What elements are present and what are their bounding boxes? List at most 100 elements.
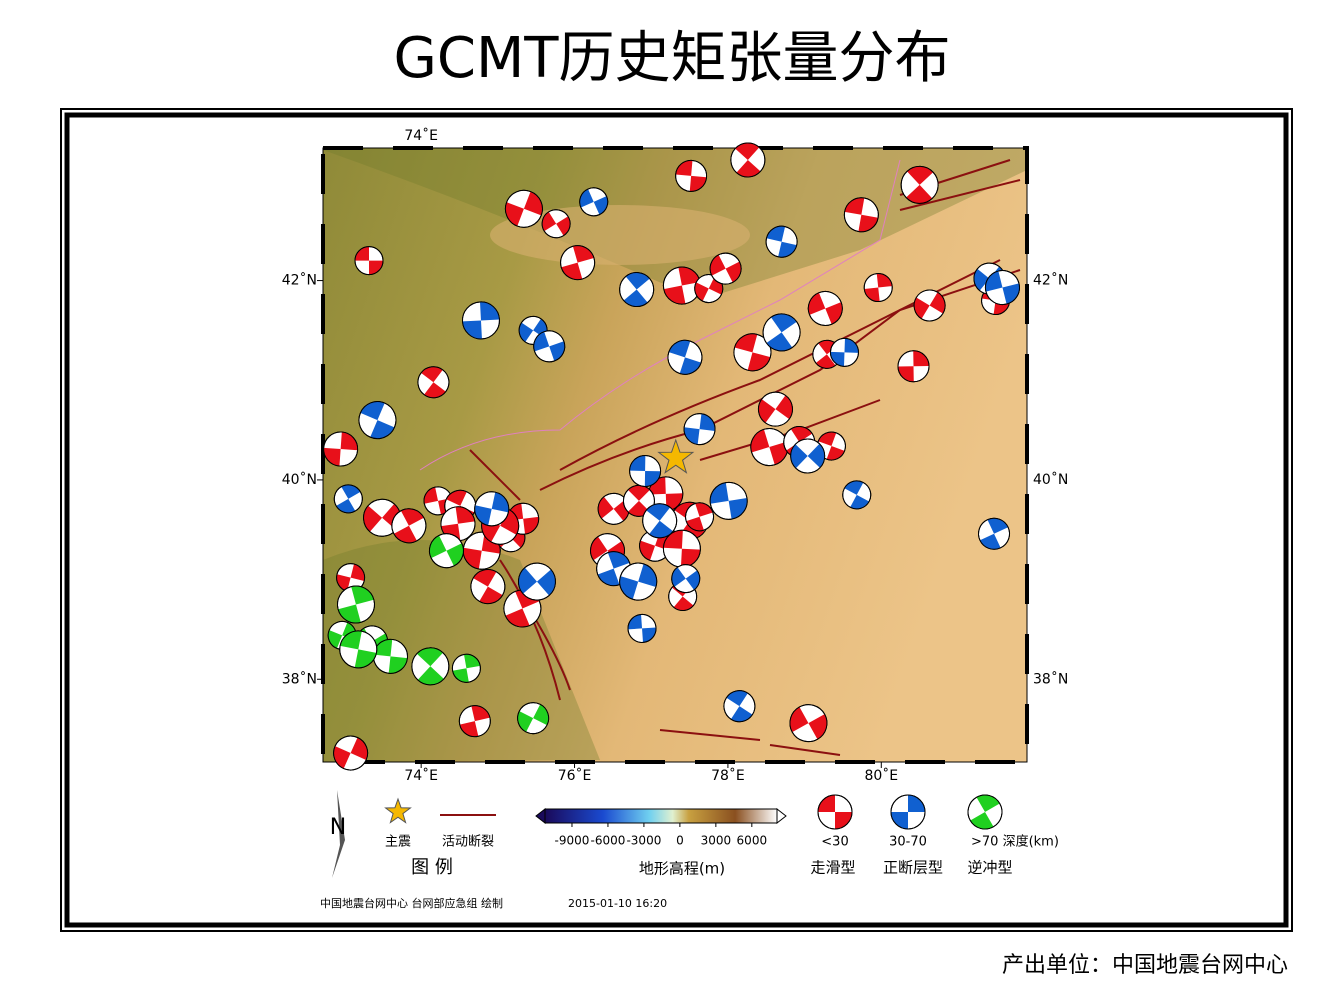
beachball-rim bbox=[517, 562, 556, 601]
event bbox=[900, 165, 939, 204]
beachball-rim bbox=[723, 690, 756, 723]
beachball-rim bbox=[541, 209, 571, 239]
beachball-rim bbox=[354, 246, 384, 276]
beachball-quadrant bbox=[766, 226, 797, 258]
credit: 中国地震台网中心 台网部应急组 绘制 bbox=[320, 896, 503, 910]
event bbox=[363, 498, 402, 537]
legend-fault: 活动断裂 bbox=[442, 835, 494, 850]
beachball-quadrant bbox=[844, 197, 879, 232]
colorbar-tick-label: 6000 bbox=[737, 834, 768, 848]
beachball-rim bbox=[619, 272, 655, 308]
colorbar-tick-label: 3000 bbox=[701, 834, 732, 848]
event bbox=[451, 653, 481, 683]
event bbox=[619, 562, 658, 601]
event bbox=[579, 187, 609, 217]
event bbox=[560, 245, 596, 281]
beachball-quadrant bbox=[758, 395, 793, 423]
beachball-quadrant bbox=[766, 313, 797, 351]
legend-beachball bbox=[890, 794, 926, 830]
beachball-quadrant bbox=[416, 647, 444, 685]
event bbox=[461, 301, 500, 340]
timestamp: 2015-01-10 16:20 bbox=[568, 897, 667, 910]
beachball-quadrant bbox=[441, 506, 475, 541]
event bbox=[333, 735, 369, 771]
event bbox=[683, 413, 716, 446]
beachball-quadrant bbox=[360, 401, 395, 439]
event bbox=[662, 529, 701, 568]
event bbox=[517, 702, 550, 735]
beachball-rim bbox=[336, 585, 375, 624]
beachball-rim bbox=[458, 705, 491, 738]
event bbox=[843, 197, 879, 233]
beachball-quadrant bbox=[429, 535, 464, 566]
mechanism-label: 走滑型 bbox=[810, 859, 855, 877]
beachball-quadrant bbox=[808, 292, 843, 325]
beachball-rim bbox=[428, 533, 464, 569]
event bbox=[339, 630, 378, 669]
beachball-rim bbox=[619, 562, 658, 601]
beachball-rim bbox=[913, 289, 946, 322]
title: GCMT历史矩张量分布 bbox=[393, 26, 950, 91]
beachball-rim bbox=[333, 484, 363, 514]
beachball-rim bbox=[642, 503, 678, 539]
beachball-rim bbox=[863, 273, 893, 303]
beachball-quadrant bbox=[579, 189, 608, 215]
beachball-quadrant bbox=[830, 338, 859, 367]
beachball-rim bbox=[757, 391, 793, 427]
event bbox=[629, 454, 662, 487]
beachball-quadrant bbox=[686, 502, 713, 531]
beachball-rim bbox=[733, 333, 772, 372]
beachball-quadrant bbox=[517, 704, 549, 732]
beachball-rim bbox=[790, 438, 826, 474]
event bbox=[417, 366, 450, 399]
legend-mainshock: 主震 bbox=[385, 835, 411, 850]
event bbox=[685, 502, 715, 532]
beachball-rim bbox=[503, 589, 542, 628]
beachball-quadrant bbox=[710, 482, 748, 520]
beachball-rim bbox=[411, 647, 450, 686]
beachball-quadrant bbox=[629, 455, 661, 487]
beachball-quadrant bbox=[542, 211, 571, 236]
event bbox=[470, 569, 506, 605]
x-tick-label: 76˚E bbox=[558, 767, 592, 784]
beachball-quadrant bbox=[684, 413, 715, 445]
beachball-quadrant bbox=[598, 496, 630, 521]
beachball-rim bbox=[897, 350, 930, 383]
beachball-rim bbox=[709, 252, 742, 285]
beachball-rim bbox=[627, 613, 657, 643]
mechanism-label: 正断层型 bbox=[883, 859, 943, 877]
beachball-rim bbox=[629, 454, 662, 487]
colorbar-end bbox=[535, 807, 546, 825]
beachball-quadrant bbox=[481, 509, 519, 542]
event bbox=[336, 585, 375, 624]
event bbox=[757, 391, 793, 427]
beachball-quadrant bbox=[473, 569, 503, 604]
beachball-rim bbox=[358, 401, 397, 440]
beachball-quadrant bbox=[970, 795, 1000, 829]
event bbox=[627, 613, 657, 643]
beachball-rim bbox=[667, 339, 703, 375]
y-tick-label-right: 40˚N bbox=[1033, 471, 1068, 488]
beachball-rim bbox=[967, 794, 1003, 830]
map-frame bbox=[322, 147, 1028, 763]
beachball-rim bbox=[517, 702, 550, 735]
y-tick-label-right: 42˚N bbox=[1033, 272, 1068, 289]
beachball-rim bbox=[533, 330, 566, 363]
beachball-quadrant bbox=[985, 271, 1020, 305]
beachball-quadrant bbox=[663, 530, 701, 568]
beachball-quadrant bbox=[668, 340, 702, 375]
legend: N 主震 活动断裂 图 例 地形高程(m) 中国地震台网中心 台网部应急组 绘制… bbox=[320, 790, 725, 910]
x-tick-label: 80˚E bbox=[864, 767, 898, 784]
beachball-quadrant bbox=[323, 432, 358, 466]
beachball-rim bbox=[984, 270, 1020, 306]
event bbox=[667, 339, 703, 375]
outer-frame bbox=[60, 108, 1293, 932]
beachball-quadrant bbox=[518, 567, 556, 596]
beachball-quadrant bbox=[864, 273, 893, 302]
event bbox=[372, 638, 408, 674]
event bbox=[829, 337, 859, 367]
event bbox=[474, 491, 510, 527]
colorbar-end bbox=[776, 807, 787, 825]
beachball-quadrant bbox=[393, 508, 424, 543]
